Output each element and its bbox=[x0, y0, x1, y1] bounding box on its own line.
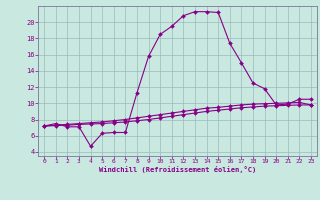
X-axis label: Windchill (Refroidissement éolien,°C): Windchill (Refroidissement éolien,°C) bbox=[99, 166, 256, 173]
